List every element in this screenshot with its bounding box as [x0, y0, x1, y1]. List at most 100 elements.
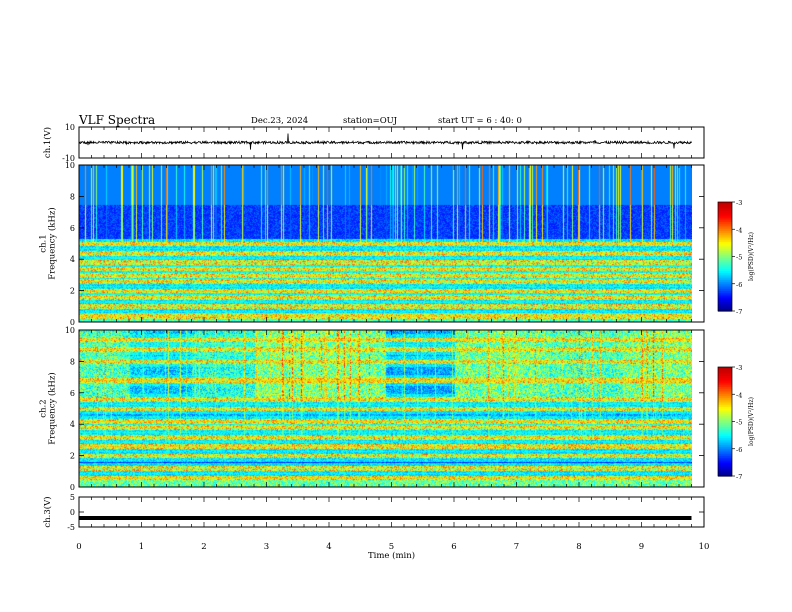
ytick-label-2-4: 8: [70, 357, 75, 366]
colorbar-cell-2-58: [718, 472, 732, 475]
station-label: station=OUJ: [343, 116, 398, 126]
colorbar-cell-1-35: [718, 265, 732, 268]
colorbar-cell-2-31: [718, 423, 732, 426]
colorbar-cell-1-5: [718, 211, 732, 214]
colorbar-cell-2-19: [718, 401, 732, 404]
xtick-label-2: 2: [201, 542, 206, 552]
colorbar-cell-1-29: [718, 254, 732, 258]
ytick-label-2-0: 0: [70, 483, 75, 492]
colorbar-cell-2-47: [718, 452, 732, 455]
colorbar-cell-1-16: [718, 231, 732, 234]
ytick-label-2-5: 10: [65, 326, 75, 335]
ytick-label-1-3: 6: [70, 224, 75, 233]
colorbar-cell-1-48: [718, 289, 732, 292]
ytick-label-3-0: 5: [70, 493, 75, 502]
colorbar-cell-2-38: [718, 436, 732, 439]
colorbar-cell-2-7: [718, 379, 732, 383]
colorbar-cell-2-20: [718, 403, 732, 406]
colorbar-cell-2-53: [718, 463, 732, 466]
ytick-label-1-1: 2: [70, 287, 75, 296]
colorbar-cell-1-41: [718, 276, 732, 279]
colorbar-cell-2-52: [718, 461, 732, 464]
ytick-label-1-2: 4: [70, 255, 75, 264]
colorbar-cell-2-5: [718, 376, 732, 379]
ytick-label-2-1: 2: [70, 452, 75, 461]
colorbar-cell-1-9: [718, 218, 732, 221]
xtick-label-3: 3: [264, 542, 269, 552]
colorbar-cell-2-22: [718, 406, 732, 410]
colorbar-cell-2-44: [718, 446, 732, 450]
colorbar-cell-1-27: [718, 251, 732, 254]
colorbar-tick-label-2-4: -7: [736, 473, 742, 481]
colorbar-cell-1-53: [718, 298, 732, 301]
panels: [78, 133, 692, 520]
colorbar-cell-1-0: [718, 202, 732, 205]
colorbar-cell-1-49: [718, 291, 732, 294]
colorbar-cell-1-32: [718, 260, 732, 263]
ytick-label-3-1: 0: [70, 508, 75, 517]
colorbar-cell-1-4: [718, 209, 732, 212]
colorbar-cell-1-28: [718, 252, 732, 256]
colorbar-cell-2-0: [718, 367, 732, 370]
colorbar-cell-1-37: [718, 269, 732, 272]
colorbar-cell-1-8: [718, 216, 732, 219]
colorbar-cell-1-45: [718, 283, 732, 287]
colorbar-cell-1-6: [718, 212, 732, 216]
colorbar-cell-2-40: [718, 439, 732, 443]
colorbar-cell-2-17: [718, 397, 732, 401]
colorbar-cell-1-1: [718, 203, 732, 207]
xaxis-label: Time (min): [368, 550, 415, 561]
colorbar-cell-2-55: [718, 466, 732, 470]
colorbar-cell-1-39: [718, 272, 732, 276]
colorbar-cell-2-27: [718, 416, 732, 419]
colorbar-cell-2-21: [718, 405, 732, 408]
colorbar-cell-1-43: [718, 280, 732, 283]
ytick-label-2-2: 4: [70, 420, 75, 429]
colorbar-cell-1-31: [718, 258, 732, 261]
colorbar-cell-2-11: [718, 386, 732, 390]
colorbar-cell-2-37: [718, 434, 732, 437]
colorbar-cell-2-33: [718, 426, 732, 430]
colorbar-cell-1-44: [718, 281, 732, 285]
colorbar-cell-1-13: [718, 225, 732, 229]
xtick-label-10: 10: [699, 542, 710, 552]
colorbar-cell-1-3: [718, 207, 732, 210]
colorbar-tick-label-1-0: -3: [736, 199, 742, 207]
colorbar-cell-2-6: [718, 377, 732, 381]
xtick-label-1: 1: [139, 542, 144, 552]
colorbar-cell-2-41: [718, 441, 732, 444]
colorbar-cell-2-56: [718, 468, 732, 472]
colorbar-cell-2-50: [718, 457, 732, 461]
ch1-waveform-line: [78, 133, 692, 150]
colorbar-cell-2-14: [718, 392, 732, 395]
colorbar-cell-2-16: [718, 396, 732, 399]
colorbar-cell-1-34: [718, 263, 732, 267]
colorbar-cell-2-4: [718, 374, 732, 377]
colorbar-cell-2-34: [718, 428, 732, 432]
ytick-label-0-0: 10: [65, 123, 75, 132]
ylabel-0-0: ch.1(V): [42, 127, 53, 158]
colorbar-cell-2-32: [718, 425, 732, 428]
colorbar-cell-2-12: [718, 388, 732, 392]
colorbar-cell-1-36: [718, 267, 732, 270]
ylabel-1-0: ch.1: [39, 234, 49, 252]
colorbar-cell-2-42: [718, 443, 732, 446]
colorbar-cell-2-24: [718, 410, 732, 414]
colorbar-cell-1-14: [718, 227, 732, 230]
ylabel-3-0: ch.3(V): [42, 496, 53, 527]
colorbar-cell-2-9: [718, 383, 732, 386]
colorbar-tick-label-2-2: -5: [736, 419, 742, 427]
colorbar-cell-2-43: [718, 445, 732, 448]
colorbar-cell-1-58: [718, 307, 732, 310]
colorbar-tick-label-2-3: -6: [736, 446, 742, 454]
ytick-label-1-0: 0: [70, 318, 75, 327]
colorbar-cell-1-24: [718, 245, 732, 249]
chart-title: VLF Spectra: [78, 113, 155, 127]
colorbar-tick-label-1-2: -5: [736, 254, 742, 262]
colorbar-cell-2-36: [718, 432, 732, 435]
colorbar-cell-2-28: [718, 417, 732, 421]
colorbar-label-1: log(PSD)(V²/Hz): [748, 232, 755, 281]
ytick-label-0-1: -10: [62, 154, 75, 163]
colorbar-cell-2-10: [718, 385, 732, 388]
xtick-label-9: 9: [639, 542, 644, 552]
